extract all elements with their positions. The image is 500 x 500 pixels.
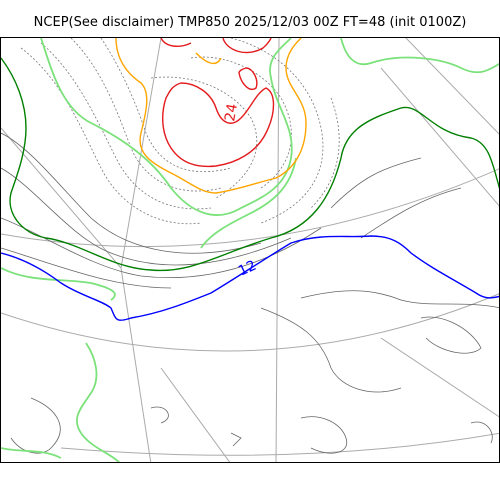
map-title: NCEP(See disclaimer) TMP850 2025/12/03 0… — [33, 15, 467, 30]
isotherm-6 — [200, 157, 297, 249]
meridian-line — [380, 337, 499, 418]
isotherm-12 — [1, 235, 499, 321]
isotherm-6 — [76, 342, 121, 462]
graticule — [1, 38, 499, 462]
map-panel: 24 12 — [0, 37, 500, 463]
latitude-line — [60, 432, 499, 456]
meridian-line — [380, 67, 499, 207]
isotherm-24 — [238, 67, 258, 90]
isotherm-18 — [115, 38, 307, 194]
isotherm-24 — [160, 38, 272, 54]
isotherm-6 — [40, 38, 293, 216]
latitude-line — [1, 168, 499, 248]
isotherm-24 — [162, 82, 275, 168]
meridian-line — [160, 367, 231, 462]
meridian-line — [1, 127, 122, 269]
height-contours — [20, 38, 340, 225]
isotherm-0 — [1, 57, 499, 272]
terrain-contours — [1, 132, 499, 454]
isotherm-6 — [1, 447, 62, 459]
meridian-line — [405, 38, 499, 135]
meridian-line — [120, 38, 162, 462]
isotherm-6 — [1, 267, 116, 301]
isotherm-18 — [195, 52, 222, 65]
map-canvas: 24 12 — [1, 38, 499, 462]
isotherm-6 — [340, 38, 499, 74]
contour-label-24: 24 — [222, 102, 241, 122]
contour-label-12: 12 — [236, 258, 259, 280]
latitude-line — [1, 293, 499, 352]
